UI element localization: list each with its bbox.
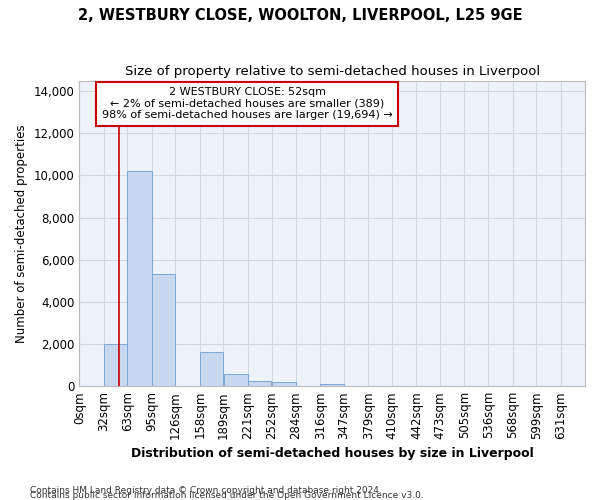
Bar — [200, 352, 223, 386]
Bar — [127, 171, 152, 386]
Bar — [248, 381, 271, 386]
Bar — [320, 384, 344, 386]
Bar — [272, 382, 296, 386]
Text: Contains public sector information licensed under the Open Government Licence v3: Contains public sector information licen… — [30, 491, 424, 500]
Bar — [224, 374, 248, 386]
Bar — [152, 274, 175, 386]
Y-axis label: Number of semi-detached properties: Number of semi-detached properties — [15, 124, 28, 342]
X-axis label: Distribution of semi-detached houses by size in Liverpool: Distribution of semi-detached houses by … — [131, 447, 533, 460]
Text: Contains HM Land Registry data © Crown copyright and database right 2024.: Contains HM Land Registry data © Crown c… — [30, 486, 382, 495]
Text: 2, WESTBURY CLOSE, WOOLTON, LIVERPOOL, L25 9GE: 2, WESTBURY CLOSE, WOOLTON, LIVERPOOL, L… — [77, 8, 523, 22]
Title: Size of property relative to semi-detached houses in Liverpool: Size of property relative to semi-detach… — [125, 65, 540, 78]
Text: 2 WESTBURY CLOSE: 52sqm
← 2% of semi-detached houses are smaller (389)
98% of se: 2 WESTBURY CLOSE: 52sqm ← 2% of semi-det… — [102, 87, 392, 120]
Bar — [104, 344, 127, 386]
